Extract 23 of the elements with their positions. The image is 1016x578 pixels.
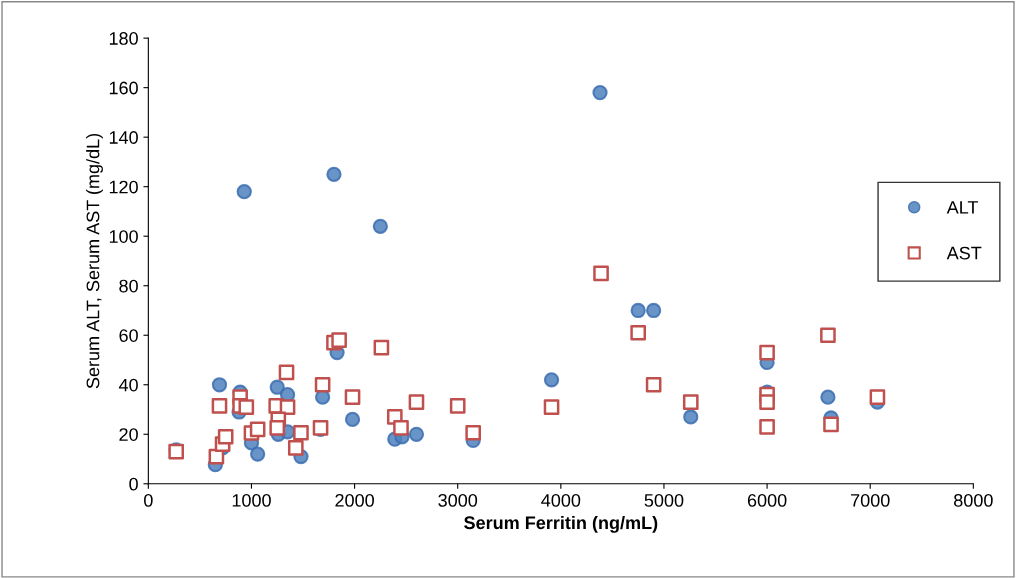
y-tick-label: 120 bbox=[109, 180, 138, 194]
legend-label: ALT bbox=[946, 201, 979, 214]
y-tick-label: 160 bbox=[109, 81, 138, 95]
x-tick-label: 2000 bbox=[335, 493, 374, 507]
y-tick-label: 0 bbox=[129, 477, 138, 491]
x-tick-label: 7000 bbox=[851, 493, 890, 507]
x-axis-title: Serum Ferritin (ng/mL) bbox=[464, 515, 658, 533]
x-tick-label: 4000 bbox=[541, 493, 581, 507]
legend-label: AST bbox=[946, 246, 982, 260]
y-tick-label: 80 bbox=[119, 279, 138, 293]
x-tick-label: 8000 bbox=[954, 493, 993, 507]
y-tick-label: 60 bbox=[119, 329, 138, 342]
x-tick-label: 0 bbox=[144, 493, 153, 507]
x-tick-label: 6000 bbox=[747, 493, 787, 507]
y-tick-label: 40 bbox=[118, 378, 138, 392]
y-tick-label: 180 bbox=[109, 32, 138, 45]
y-tick-label: 20 bbox=[119, 428, 138, 441]
y-axis-title: Serum ALT, Serum AST (mg/dL) bbox=[86, 133, 103, 389]
x-tick-label: 1000 bbox=[232, 493, 271, 507]
y-tick-label: 100 bbox=[109, 230, 138, 243]
y-tick-label: 140 bbox=[109, 131, 138, 144]
x-tick-label: 3000 bbox=[438, 493, 478, 507]
x-tick-label: 5000 bbox=[644, 493, 684, 507]
